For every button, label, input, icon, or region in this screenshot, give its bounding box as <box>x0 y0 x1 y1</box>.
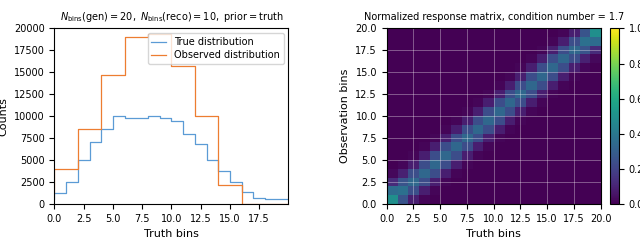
True distribution <box>261 196 269 199</box>
Observed distribution <box>144 36 152 39</box>
Observed distribution <box>168 32 175 35</box>
Line: True distribution: True distribution <box>54 116 289 199</box>
Line: Observed distribution: Observed distribution <box>54 34 289 204</box>
Y-axis label: Counts: Counts <box>0 97 8 136</box>
X-axis label: Truth bins: Truth bins <box>467 229 521 237</box>
Y-axis label: Observation bins: Observation bins <box>340 69 350 163</box>
True distribution <box>214 159 222 161</box>
Observed distribution <box>285 202 292 205</box>
True distribution <box>226 170 234 173</box>
True distribution <box>238 181 246 183</box>
Observed distribution <box>238 184 246 187</box>
True distribution <box>121 115 129 118</box>
True distribution <box>74 181 82 183</box>
True distribution <box>97 141 105 144</box>
True distribution <box>285 197 292 200</box>
True distribution <box>51 197 58 200</box>
Observed distribution <box>214 115 222 118</box>
True distribution <box>156 115 164 118</box>
Observed distribution <box>261 202 269 205</box>
True distribution <box>179 120 187 123</box>
Title: $N_{\mathrm{bins}}(\mathrm{gen})=20,\ N_{\mathrm{bins}}(\mathrm{reco})=10,\ \mat: $N_{\mathrm{bins}}(\mathrm{gen})=20,\ N_… <box>60 10 283 24</box>
True distribution <box>109 128 116 131</box>
True distribution <box>273 197 280 200</box>
Observed distribution <box>121 73 129 76</box>
Observed distribution <box>97 128 105 131</box>
X-axis label: Truth bins: Truth bins <box>144 229 199 237</box>
True distribution <box>132 116 140 119</box>
True distribution <box>86 159 93 161</box>
True distribution <box>203 143 211 146</box>
Observed distribution <box>74 167 82 170</box>
Title: Normalized response matrix, condition number = 1.7: Normalized response matrix, condition nu… <box>364 12 624 22</box>
True distribution <box>191 132 198 135</box>
Legend: True distribution, Observed distribution: True distribution, Observed distribution <box>148 33 284 64</box>
Observed distribution <box>191 65 198 68</box>
True distribution <box>62 192 70 195</box>
True distribution <box>250 190 257 193</box>
True distribution <box>144 116 152 119</box>
True distribution <box>168 116 175 119</box>
Observed distribution <box>51 192 58 195</box>
